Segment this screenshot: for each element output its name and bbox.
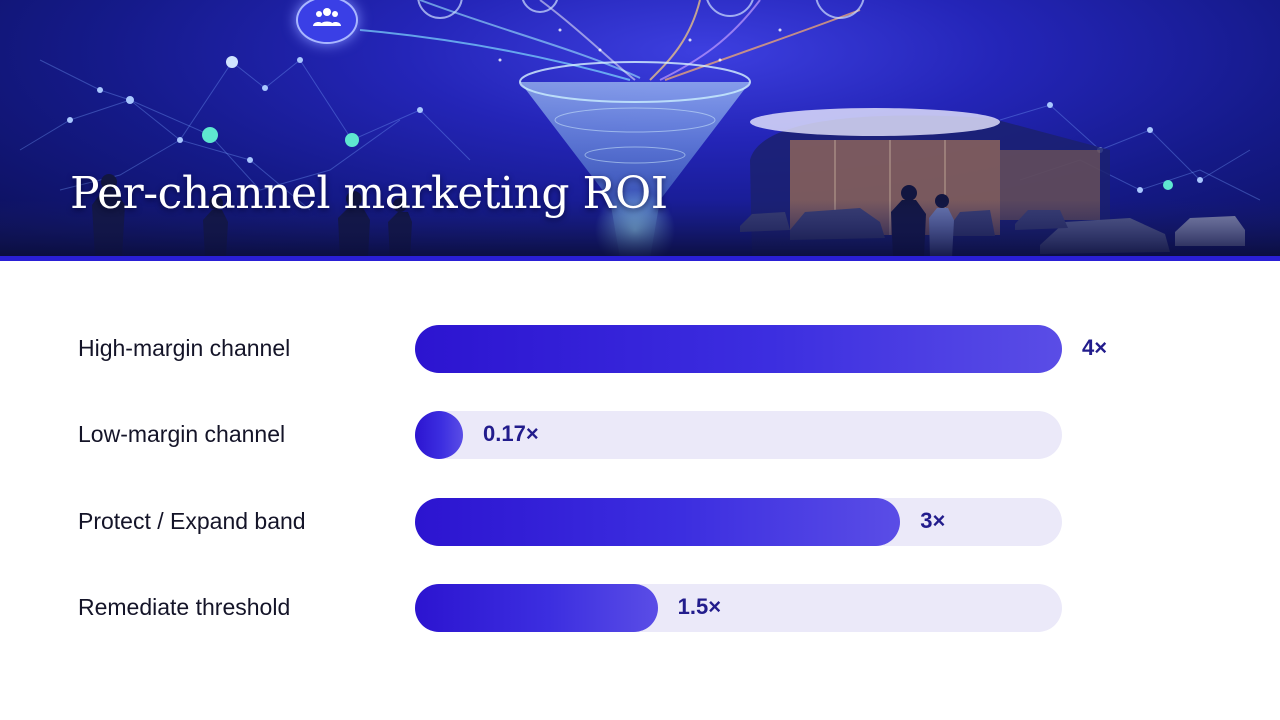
value-label: 1.5× — [677, 594, 722, 619]
bar — [415, 584, 658, 632]
value-label: 0.17× — [483, 421, 539, 446]
bar — [415, 411, 463, 459]
bar — [415, 325, 1062, 373]
category-label: High-margin channel — [78, 335, 291, 361]
category-label: Remediate threshold — [78, 594, 291, 620]
bar-row: Low-margin channel 0.17× — [0, 411, 1280, 459]
category-label: Protect / Expand band — [78, 508, 306, 534]
bar-row: Protect / Expand band 3× — [0, 498, 1280, 546]
bar-row: Remediate threshold 1.5× — [0, 584, 1280, 632]
team-people-icon — [296, 0, 358, 44]
bar-row: High-margin channel 4× — [0, 325, 1280, 373]
bar-track — [415, 411, 1062, 459]
category-label: Low-margin channel — [78, 421, 286, 447]
bar — [415, 498, 901, 546]
banner-divider — [0, 256, 1280, 261]
banner-illustration — [0, 0, 1280, 258]
header-banner: Per-channel marketing ROI — [0, 0, 1280, 258]
roi-bar-chart: High-margin channel 4× Low-margin channel 0… — [0, 262, 1280, 720]
value-label: 3× — [920, 508, 946, 533]
value-label: 4× — [1082, 335, 1108, 360]
page-title: Per-channel marketing ROI — [70, 168, 668, 219]
